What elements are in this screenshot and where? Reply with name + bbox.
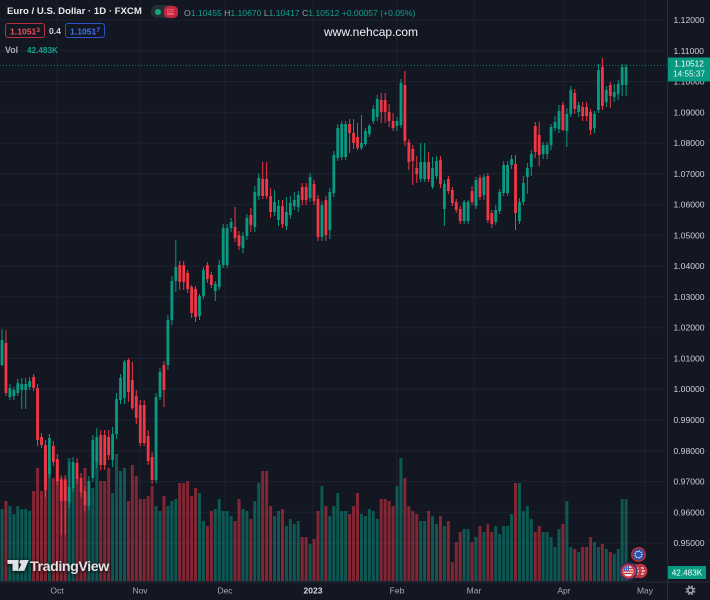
svg-text:1.10512: 1.10512 (674, 60, 704, 69)
svg-text:Oct: Oct (50, 586, 64, 596)
svg-text:0.98000: 0.98000 (674, 446, 705, 456)
svg-text:1.12000: 1.12000 (674, 15, 705, 25)
svg-text:1.04000: 1.04000 (674, 261, 705, 271)
svg-text:May: May (637, 586, 654, 596)
svg-text:Apr: Apr (557, 586, 570, 596)
svg-text:Dec: Dec (217, 586, 233, 596)
svg-text:1.06000: 1.06000 (674, 200, 705, 210)
svg-text:0.97000: 0.97000 (674, 477, 705, 487)
svg-text:1.05000: 1.05000 (674, 230, 705, 240)
svg-text:1.00000: 1.00000 (674, 384, 705, 394)
svg-text:0.99000: 0.99000 (674, 415, 705, 425)
svg-text:1.02000: 1.02000 (674, 323, 705, 333)
svg-text:1.07000: 1.07000 (674, 169, 705, 179)
svg-text:2023: 2023 (304, 586, 323, 596)
svg-text:Mar: Mar (467, 586, 482, 596)
svg-text:1.08000: 1.08000 (674, 138, 705, 148)
svg-text:Nov: Nov (132, 586, 148, 596)
svg-text:1.01000: 1.01000 (674, 354, 705, 364)
svg-text:1.09000: 1.09000 (674, 107, 705, 117)
svg-text:TradingView: TradingView (30, 559, 110, 575)
svg-text:0.95000: 0.95000 (674, 538, 705, 548)
svg-text:14:55:37: 14:55:37 (673, 70, 705, 79)
svg-text:Feb: Feb (390, 586, 405, 596)
svg-text:1.03000: 1.03000 (674, 292, 705, 302)
svg-text:1.11000: 1.11000 (674, 46, 705, 56)
svg-text:0.96000: 0.96000 (674, 507, 705, 517)
svg-text:42.483K: 42.483K (672, 569, 703, 578)
